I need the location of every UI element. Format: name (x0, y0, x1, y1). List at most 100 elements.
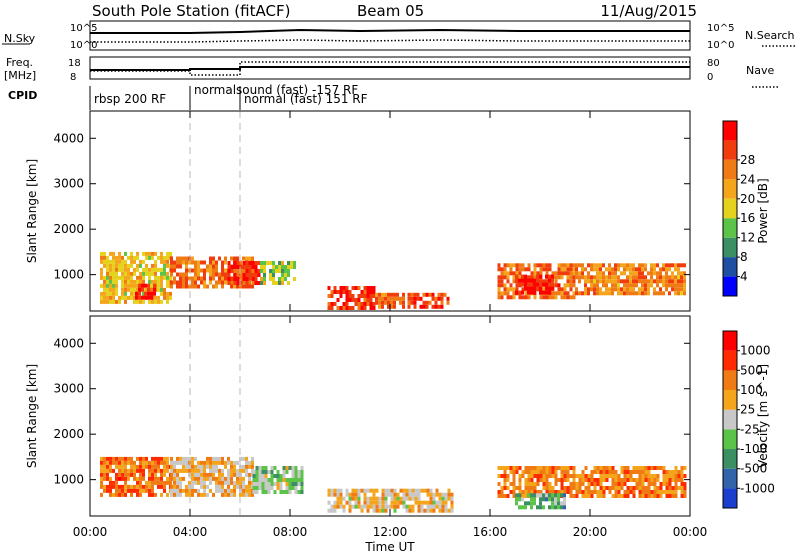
y-tick-label: 3000 (53, 382, 84, 396)
data-cell (139, 472, 142, 477)
data-cell (581, 275, 584, 280)
data-cell (106, 299, 109, 304)
data-cell (680, 275, 683, 280)
data-cell (194, 472, 197, 477)
data-cell (124, 259, 127, 264)
data-cell (548, 505, 551, 510)
data-cell (590, 283, 593, 288)
data-cell (118, 251, 121, 256)
data-cell (548, 486, 552, 490)
data-cell (659, 275, 662, 280)
data-cell (282, 466, 286, 470)
data-cell (411, 492, 415, 497)
data-cell (354, 286, 358, 290)
data-cell (233, 488, 236, 493)
data-cell (393, 488, 397, 493)
data-cell (512, 466, 516, 470)
data-cell (551, 278, 554, 283)
data-cell (163, 263, 166, 268)
data-cell (384, 488, 388, 493)
data-cell (130, 488, 133, 493)
data-cell (233, 480, 236, 485)
data-cell (420, 488, 424, 493)
data-cell (170, 492, 173, 497)
data-cell (581, 490, 585, 494)
data-cell (617, 287, 620, 292)
data-cell (203, 284, 206, 289)
data-cell (521, 274, 524, 279)
data-cell (157, 295, 160, 300)
power-colorbar-band (723, 257, 737, 277)
data-cell (209, 264, 212, 269)
data-cell (623, 263, 626, 268)
data-cell (345, 302, 349, 306)
data-cell (300, 466, 304, 470)
data-cell (378, 496, 382, 501)
data-cell (593, 490, 597, 494)
data-cell (336, 298, 340, 302)
data-cell (378, 500, 382, 505)
data-cell (396, 492, 400, 497)
data-cell (563, 291, 567, 296)
x-tick-label: 12:00 (373, 525, 408, 539)
data-cell (336, 488, 340, 493)
data-cell (194, 284, 197, 289)
data-cell (587, 279, 590, 284)
data-cell (157, 464, 160, 469)
data-cell (203, 488, 206, 493)
data-cell (680, 287, 683, 292)
data-cell (629, 263, 632, 268)
data-cell (578, 275, 581, 280)
data-cell (641, 267, 644, 272)
data-cell (378, 296, 381, 301)
data-cell (185, 260, 188, 265)
y-tick-label: 3000 (53, 177, 84, 191)
data-cell (127, 279, 130, 284)
data-cell (139, 299, 142, 304)
data-cell (503, 482, 507, 486)
data-cell (524, 470, 528, 474)
data-cell (369, 306, 373, 310)
data-cell (509, 470, 513, 474)
data-cell (157, 255, 160, 260)
data-cell (659, 490, 663, 494)
data-cell (584, 490, 588, 494)
data-cell (429, 496, 433, 501)
data-cell (539, 267, 543, 272)
data-cell (133, 460, 136, 465)
data-cell (497, 267, 501, 272)
scatter-region (497, 466, 687, 498)
data-cell (599, 470, 603, 474)
data-cell (569, 486, 573, 490)
data-cell (515, 497, 518, 502)
data-cell (521, 278, 524, 283)
data-cell (497, 295, 501, 300)
data-cell (127, 267, 130, 272)
data-cell (432, 504, 436, 509)
data-cell (674, 287, 677, 292)
data-cell (269, 273, 272, 277)
data-cell (209, 260, 212, 265)
data-cell (369, 496, 373, 501)
data-cell (641, 494, 645, 498)
data-cell (587, 263, 590, 268)
data-cell (602, 283, 605, 288)
data-cell (138, 295, 141, 300)
data-cell (536, 286, 539, 291)
data-cell (596, 470, 600, 474)
nsky-trace (90, 28, 690, 34)
data-cell (288, 466, 292, 470)
data-cell (572, 478, 576, 482)
data-cell (150, 287, 153, 292)
data-cell (154, 456, 157, 461)
data-cell (106, 291, 109, 296)
data-cell (160, 484, 163, 489)
data-cell (530, 501, 533, 506)
data-cell (560, 493, 563, 498)
data-cell (124, 456, 127, 461)
data-cell (626, 287, 629, 292)
data-cell (148, 275, 151, 280)
data-cell (212, 264, 215, 269)
data-cell (521, 267, 525, 272)
data-cell (512, 287, 516, 292)
